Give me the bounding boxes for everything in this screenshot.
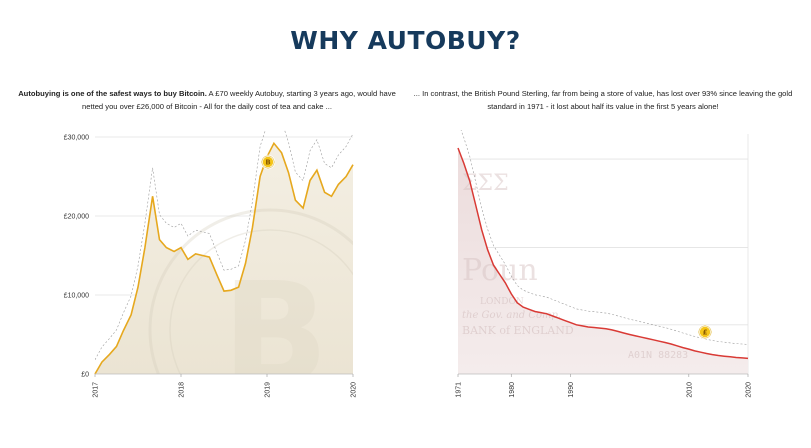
svg-text:LONDON: LONDON [480, 297, 524, 307]
bitcoin-upper-envelope [95, 130, 353, 360]
pound-x-tick-label: 1990 [568, 382, 575, 398]
bitcoin-description: Autobuying is one of the safest ways to … [18, 88, 396, 113]
pound-value-chart: ΣΣΣ Poun LONDON the Gov. and Comp. BANK … [456, 130, 753, 398]
bitcoin-value-area [95, 143, 353, 374]
bitcoin-x-tick-label: 2019 [265, 382, 272, 398]
bitcoin-x-ticks: 2017 2018 2019 2020 [93, 374, 358, 398]
bitcoin-value-line [94, 141, 354, 375]
bitcoin-x-tick-label: 2017 [93, 382, 100, 398]
bitcoin-x-tick-label: 2018 [179, 382, 186, 398]
pound-description: ... In contrast, the British Pound Sterl… [413, 89, 793, 111]
pound-x-ticks: 1971 1980 1990 2010 2020 [456, 374, 753, 398]
svg-text:A01N 88283: A01N 88283 [628, 350, 688, 361]
pound-upper-envelope [460, 130, 748, 345]
svg-text:B: B [222, 253, 329, 416]
svg-text:Poun: Poun [462, 253, 538, 288]
bitcoin-description-lead: Autobuying is one of the safest ways to … [18, 89, 207, 98]
svg-text:BANK of ENGLAND: BANK of ENGLAND [462, 324, 574, 337]
pound-coin-icon: £ [697, 324, 713, 340]
pound-x-tick-label: 2020 [746, 382, 753, 398]
page-title: WHY AUTOBUY? [290, 26, 521, 55]
svg-text:the Gov. and Comp.: the Gov. and Comp. [462, 310, 561, 321]
pound-x-tick-label: 2010 [686, 382, 693, 398]
bitcoin-watermark: B [148, 208, 353, 416]
pound-x-tick-label: 1980 [509, 382, 516, 398]
svg-text:ΣΣΣ: ΣΣΣ [462, 171, 509, 196]
bitcoin-y-ticks: £0 £10,000 £20,000 £30,000 [64, 135, 89, 379]
bitcoin-value-chart: B £0£10,000£20,000£30,000 2017 2018 2019 20… [64, 130, 358, 416]
bitcoin-x-tick-label: 2020 [351, 382, 358, 398]
bitcoin-y-tick-label: £10,000 [64, 293, 89, 300]
bitcoin-coin-icon: B [260, 154, 276, 170]
bitcoin-coin-symbol: B [265, 159, 270, 167]
pound-coin-symbol: £ [703, 329, 708, 337]
pound-x-tick-label: 1971 [456, 382, 463, 398]
bitcoin-y-tick-label: £0 [81, 372, 89, 379]
bitcoin-y-tick-label: £20,000 [64, 214, 89, 221]
bitcoin-y-tick-label: £30,000 [64, 135, 89, 142]
banknote-watermark: ΣΣΣ Poun LONDON the Gov. and Comp. BANK … [462, 171, 688, 361]
pound-value-line [457, 147, 749, 360]
bitcoin-description-text: A £70 weekly Autobuy, starting 3 years a… [82, 89, 396, 111]
pound-value-area [458, 148, 748, 374]
